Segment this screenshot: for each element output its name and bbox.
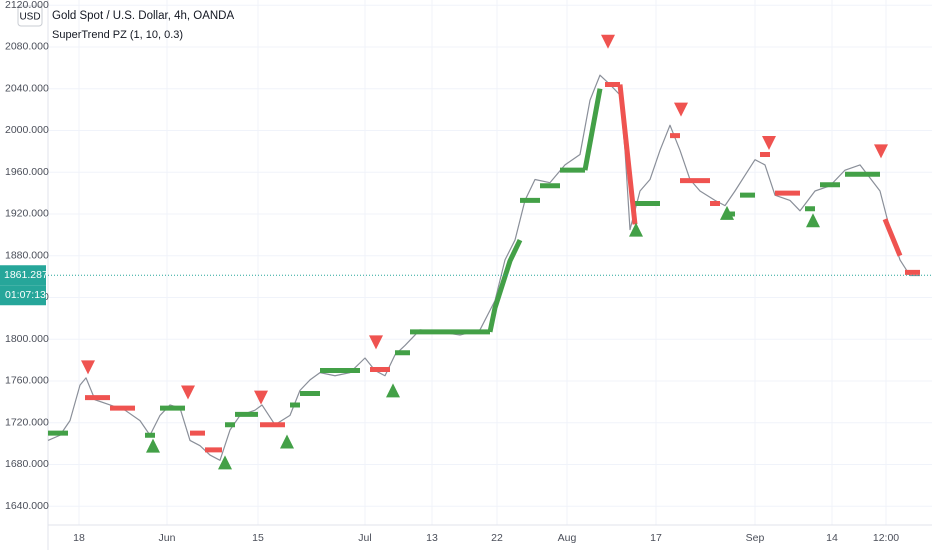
currency[interactable]: USD [19,12,40,23]
countdown: 01:07:13 [5,289,46,301]
y-tick-label: 1760.000 [5,375,49,387]
sell-signal [874,144,888,159]
buy-signal [386,383,400,398]
x-tick-label: 13 [426,532,438,544]
sell-signal [81,360,95,375]
x-tick-label: Aug [558,532,577,544]
buy-signal [806,213,820,228]
y-tick-label: 1640.000 [5,500,49,512]
sell-signal [254,390,268,405]
y-tick-label: 2000.000 [5,124,49,136]
y-tick-label: 1880.000 [5,249,49,261]
y-tick-label: 1720.000 [5,416,49,428]
x-tick-label: 15 [252,532,264,544]
currency-box[interactable] [17,5,43,27]
x-tick-label: 22 [491,532,503,544]
y-tick-label: 2120.000 [5,0,49,11]
x-tick-label: 12:00 [873,532,899,544]
countdown-box [0,285,46,306]
buy-signal [218,455,232,470]
x-tick-label: 14 [826,532,838,544]
sell-signal [181,385,195,400]
sell-signal [762,135,776,150]
last-price-box [0,265,46,286]
price-line [47,74,920,461]
x-tick-label: Jul [358,532,371,544]
sell-signal [601,34,615,49]
y-tick-label: 2040.000 [5,82,49,94]
y-tick-label: 2080.000 [5,41,49,53]
buy-signal [146,438,160,453]
indicator-label[interactable]: SuperTrend PZ (1, 10, 0.3) [52,29,183,41]
y-tick-label: 1960.000 [5,166,49,178]
buy-signal [280,434,294,449]
y-tick-label: 1920.000 [5,208,49,220]
chart-title: Gold Spot / U.S. Dollar, 4h, OANDA [52,10,234,22]
y-tick-label: 1800.000 [5,333,49,345]
buy-signal [720,205,734,220]
sell-signal [674,102,688,117]
x-tick-label: 18 [73,532,85,544]
y-tick-label: 1680.000 [5,458,49,470]
supertrend-down [85,82,920,453]
buy-signal [629,222,643,237]
x-tick-label: Sep [746,532,765,544]
sell-signal [369,335,383,350]
last-price-label: 1861.287 [4,269,48,281]
x-tick-label: Jun [159,532,176,544]
x-tick-label: 17 [650,532,662,544]
